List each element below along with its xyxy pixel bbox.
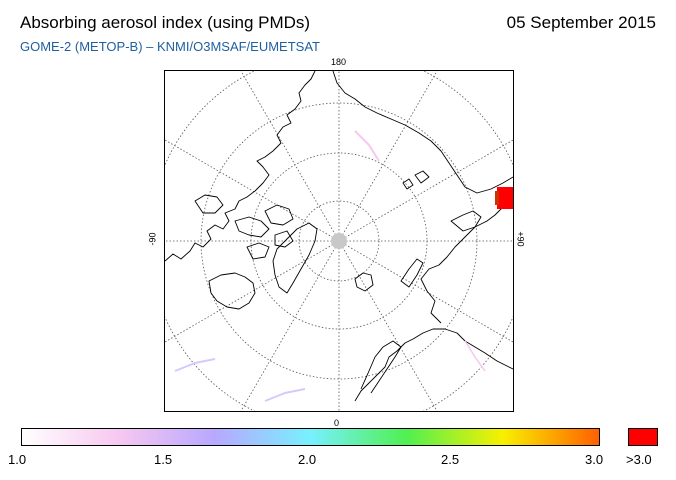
pole-no-data (331, 233, 347, 249)
lon-label-bottom: 0 (334, 418, 340, 428)
coast-greenland (272, 222, 318, 294)
polar-map-svg (165, 71, 513, 411)
colorbar (21, 428, 600, 446)
graticule (165, 71, 513, 411)
lon-label-left: -90 (147, 232, 158, 246)
coast-baffin (194, 194, 224, 214)
polar-map (164, 70, 514, 412)
colorbar-over-box (628, 428, 658, 446)
colorbar-tick-2-0: 2.0 (298, 452, 317, 467)
aerosol-trace-pink-2 (464, 340, 486, 372)
lon-label-top: 180 (331, 57, 347, 67)
coast-north-america (165, 71, 316, 262)
coast-canadian-arctic (234, 204, 294, 260)
coast-svalbard (354, 272, 374, 292)
meridian-w30 (240, 240, 340, 411)
colorbar-tick-1-0: 1.0 (8, 452, 27, 467)
coast-novaya-zemlya (400, 258, 424, 288)
meridian-e150 (338, 71, 438, 242)
lon-label-right: +90 (515, 231, 526, 247)
coast-taymyr (450, 210, 482, 232)
colorbar-over-label: >3.0 (626, 452, 652, 467)
aerosol-trace-lavender (174, 358, 216, 372)
coast-chukotka-alaska (332, 71, 513, 194)
coast-siberia (420, 200, 513, 324)
colorbar-tick-1-5: 1.5 (154, 452, 173, 467)
map-subtitle: GOME-2 (METOP-B) – KNMI/O3MSAF/EUMETSAT (20, 39, 320, 54)
colorbar-tick-2-5: 2.5 (441, 452, 460, 467)
coast-scandinavia (360, 340, 402, 394)
aerosol-high-patch (497, 187, 513, 209)
map-date: 05 September 2015 (506, 13, 656, 32)
coast-new-siberian-islands (402, 170, 430, 190)
aerosol-trace-pink (354, 130, 380, 162)
coast-europe (354, 328, 513, 402)
coastlines (165, 71, 513, 402)
aerosol-trace-lavender-2 (264, 388, 306, 402)
meridian-e30 (338, 240, 438, 411)
meridian-w150 (240, 71, 340, 242)
aerosol-high-patch-edge (495, 191, 499, 205)
map-title: Absorbing aerosol index (using PMDs) (20, 13, 311, 32)
aerosol-traces (174, 130, 513, 402)
colorbar-tick-3-0: 3.0 (585, 452, 604, 467)
coast-hudson-bay (208, 272, 256, 310)
